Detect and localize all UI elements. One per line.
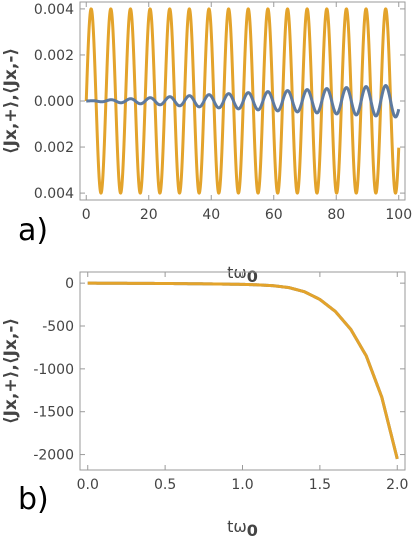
y-tick-label: 0.002: [34, 48, 74, 64]
y-tick-label: 0: [65, 276, 74, 292]
panel-label: a): [18, 213, 48, 248]
x-axis-label-subscript: 0: [247, 521, 258, 540]
chart-panel-a: 0 20 40 60 80 1000.0040.0020.0000.0020.004a)t…: [1, 1, 412, 286]
x-axis-label-main: tω: [227, 517, 247, 536]
x-tick-label: 20: [140, 207, 158, 223]
series-line-1: [87, 281, 399, 460]
x-tick-label: 0: [82, 207, 91, 223]
x-tick-label: 60: [265, 207, 283, 223]
series-line-2: [84, 84, 401, 119]
x-tick-label: 100: [385, 207, 412, 223]
x-tick-label: 2.0: [386, 477, 408, 493]
panel-label: b): [18, 482, 49, 517]
y-axis-label: ⟨Jx,+⟩,⟨Jx,-⟩: [1, 318, 21, 424]
plot-frame: [79, 271, 406, 471]
x-tick-label: 80: [327, 207, 345, 223]
chart-panel-b: 0.0 0.5 1.0 1.5 2.00-500-1000-1500-2000b)tω0…: [1, 271, 408, 540]
x-axis-label: tω0: [227, 517, 258, 540]
x-axis-label-subscript: 0: [247, 267, 258, 286]
series-line-2: [87, 281, 399, 460]
y-tick-label: 0.002: [34, 140, 74, 156]
series-line-1: [84, 7, 401, 195]
y-tick-label: -1500: [33, 405, 74, 421]
y-tick-label: -1000: [33, 362, 74, 378]
x-tick-label: 0.0: [77, 477, 99, 493]
y-tick-label: 0.004: [34, 2, 74, 18]
x-tick-label: 0.5: [154, 477, 176, 493]
y-tick-label: -500: [42, 319, 74, 335]
y-axis-label: ⟨Jx,+⟩,⟨Jx,-⟩: [1, 48, 21, 154]
y-tick-label: 0.000: [34, 94, 74, 110]
x-tick-label: 1.0: [231, 477, 253, 493]
x-tick-label: 1.5: [309, 477, 331, 493]
x-tick-label: 40: [202, 207, 220, 223]
y-tick-label: -2000: [33, 448, 74, 464]
y-tick-label: 0.004: [34, 186, 74, 202]
